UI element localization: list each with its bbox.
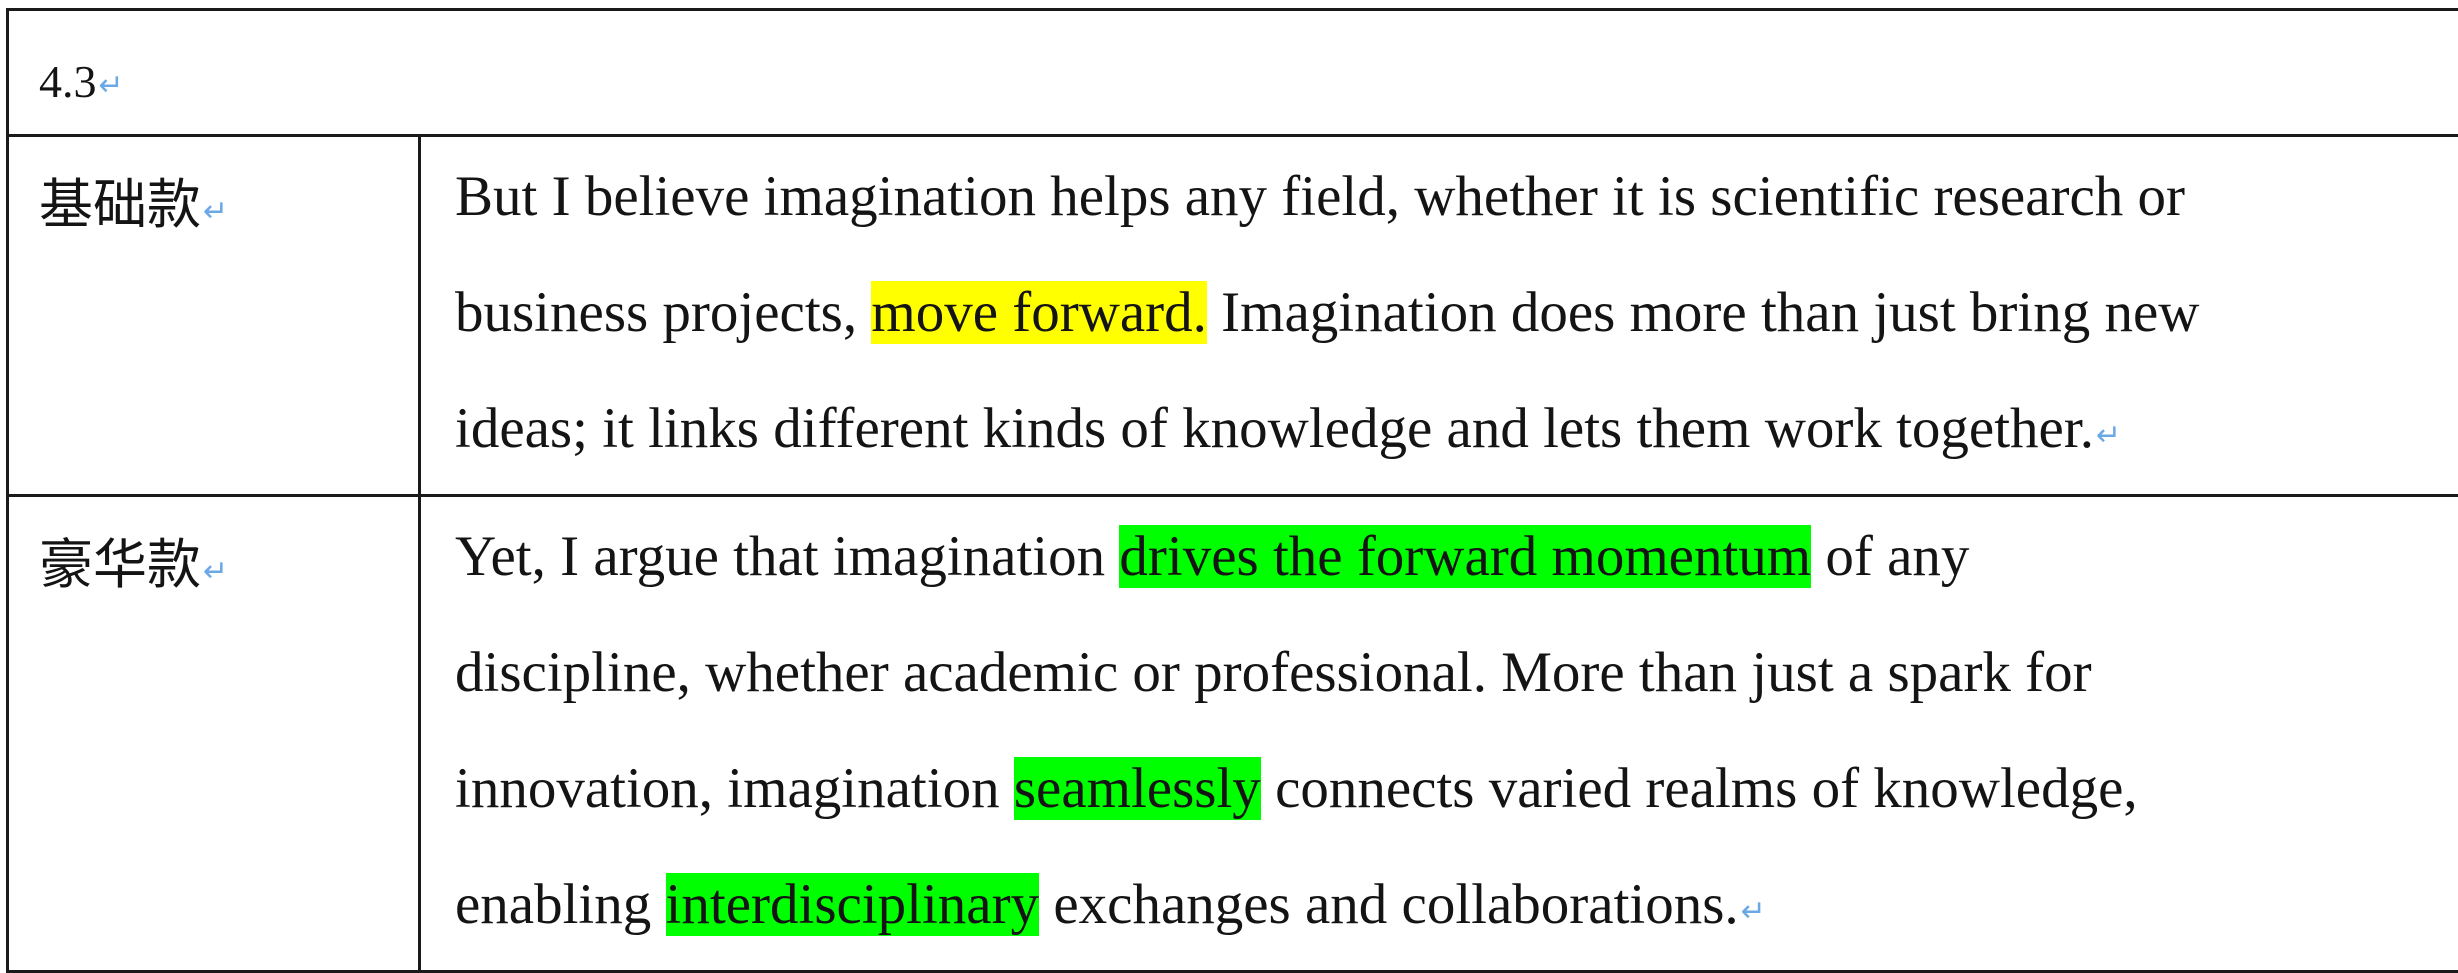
paragraph-mark-icon: ↵ xyxy=(1741,894,1766,929)
text-line: innovation, imagination seamlessly conne… xyxy=(455,731,2453,847)
text-segment: business projects, xyxy=(455,281,871,344)
text-segment: discipline, whether academic or professi… xyxy=(455,641,2092,704)
deluxe-label-cell: 豪华款↵ xyxy=(8,496,420,972)
section-number: 4.3↵ xyxy=(9,11,2458,109)
basic-text-cell: But I believe imagination helps any fiel… xyxy=(420,136,2458,496)
highlight-yellow: move forward. xyxy=(871,281,1207,344)
deluxe-text-cell: Yet, I argue that imagination drives the… xyxy=(420,496,2458,972)
paragraph-mark-icon: ↵ xyxy=(203,194,228,229)
text-segment: innovation, imagination xyxy=(455,757,1014,820)
text-line: Yet, I argue that imagination drives the… xyxy=(455,499,2453,615)
deluxe-version-text: Yet, I argue that imagination drives the… xyxy=(421,499,2458,970)
basic-version-label: 基础款↵ xyxy=(9,137,418,242)
highlight-green: drives the forward momentum xyxy=(1119,525,1811,588)
text-line: discipline, whether academic or professi… xyxy=(455,615,2453,731)
text-segment: Imagination does more than just bring ne… xyxy=(1207,281,2200,344)
text-segment: But I believe imagination helps any fiel… xyxy=(455,165,2185,228)
text-segment: enabling xyxy=(455,873,666,936)
paragraph-mark-icon: ↵ xyxy=(2096,418,2121,453)
highlight-green: seamlessly xyxy=(1014,757,1261,820)
paragraph-mark-icon: ↵ xyxy=(203,554,228,589)
text-segment: exchanges and collaborations. xyxy=(1039,873,1739,936)
text-segment: connects varied realms of knowledge, xyxy=(1261,757,2138,820)
basic-version-text: But I believe imagination helps any fiel… xyxy=(421,139,2458,494)
text-line: But I believe imagination helps any fiel… xyxy=(455,139,2453,255)
highlight-green: interdisciplinary xyxy=(666,873,1040,936)
text-segment: Yet, I argue that imagination xyxy=(455,525,1119,588)
deluxe-version-label: 豪华款↵ xyxy=(9,497,418,602)
text-line: business projects, move forward. Imagina… xyxy=(455,255,2453,371)
text-segment: ideas; it links different kinds of knowl… xyxy=(455,397,2094,460)
text-line: enabling interdisciplinary exchanges and… xyxy=(455,847,2453,970)
section-header-cell: 4.3↵ xyxy=(8,10,2458,136)
text-line: ideas; it links different kinds of knowl… xyxy=(455,371,2453,494)
comparison-table: 4.3↵ 基础款↵ But I believe imagination help… xyxy=(6,8,2458,973)
paragraph-mark-icon: ↵ xyxy=(99,68,124,103)
text-segment: of any xyxy=(1811,525,1969,588)
basic-label-cell: 基础款↵ xyxy=(8,136,420,496)
